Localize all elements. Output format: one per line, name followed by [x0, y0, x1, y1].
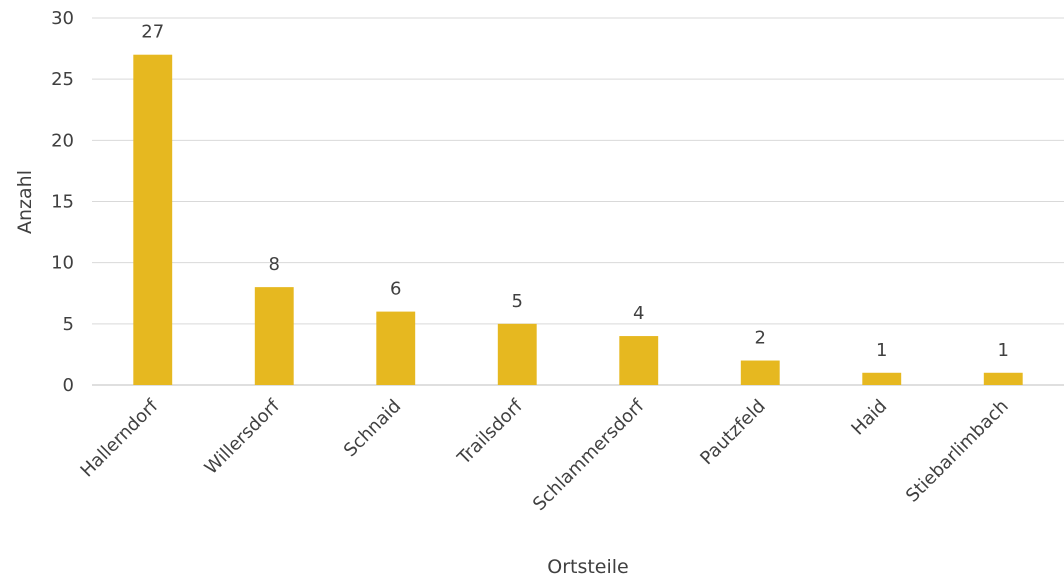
data-label: 8 [269, 254, 280, 275]
y-axis-ticks: 0 5 10 15 20 25 30 [51, 8, 74, 396]
x-tick-label: Trailsdorf [453, 395, 527, 469]
bars [133, 54, 1023, 385]
data-label: 6 [390, 279, 401, 300]
y-tick-label: 25 [51, 69, 74, 90]
data-label: 2 [755, 328, 766, 349]
bar-trailsdorf [497, 323, 537, 385]
y-tick-label: 5 [63, 314, 74, 335]
x-tick-label: Hallerndorf [77, 395, 163, 481]
y-tick-label: 20 [51, 130, 74, 151]
y-tick-label: 0 [63, 375, 74, 396]
y-tick-label: 10 [51, 253, 74, 274]
data-labels: 27 8 6 5 4 2 1 1 [141, 22, 1009, 361]
y-axis-title: Anzahl [14, 170, 36, 234]
y-tick-label: 30 [51, 8, 74, 29]
x-tick-label: Stiebarlimbach [902, 396, 1013, 507]
x-tick-label: Willersdorf [201, 395, 285, 479]
gridlines [92, 17, 1064, 386]
x-axis-ticks: Hallerndorf Willersdorf Schnaid Trailsdorf S… [77, 395, 1013, 515]
x-tick-label: Haid [847, 396, 891, 440]
y-tick-label: 15 [51, 192, 74, 213]
bar-haid [862, 372, 902, 385]
data-label: 1 [876, 340, 887, 361]
data-label: 5 [512, 291, 523, 312]
x-axis-title: Ortsteile [547, 556, 629, 578]
bar-schlammersdorf [619, 336, 659, 385]
data-label: 4 [633, 303, 644, 324]
x-tick-label: Schlammersdorf [529, 395, 649, 515]
data-label: 27 [141, 22, 164, 43]
bar-stiebarlimbach [983, 372, 1023, 385]
bar-pautzfeld [740, 360, 780, 385]
x-tick-label: Pautzfeld [696, 396, 769, 469]
data-label: 1 [998, 340, 1009, 361]
bar-schnaid [376, 311, 416, 385]
bar-hallerndorf [133, 54, 173, 385]
bar-willersdorf [254, 287, 294, 385]
x-tick-label: Schnaid [340, 396, 405, 461]
